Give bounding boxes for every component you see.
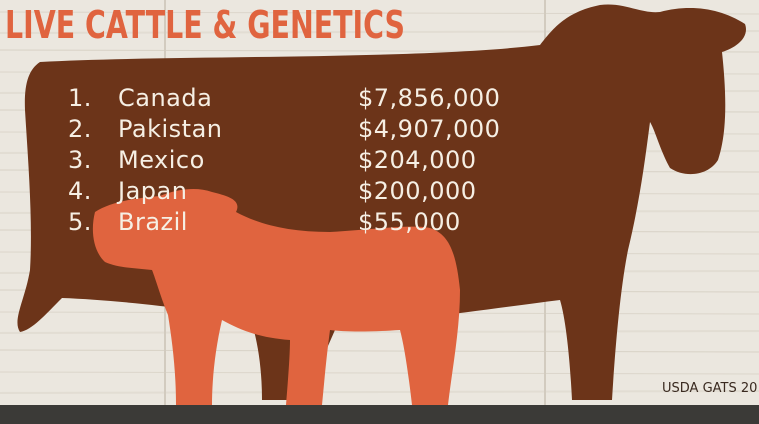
rank: 2. xyxy=(68,115,92,143)
export-value: $200,000 xyxy=(358,177,477,205)
rank: 4. xyxy=(68,177,92,205)
export-value: $204,000 xyxy=(358,146,477,174)
export-value: $7,856,000 xyxy=(358,84,500,112)
source-note: USDA GATS 20 xyxy=(662,381,757,396)
rank: 5. xyxy=(68,208,92,236)
country: Pakistan xyxy=(118,115,223,143)
country: Japan xyxy=(116,177,187,205)
rank: 1. xyxy=(68,84,92,112)
export-value: $55,000 xyxy=(358,208,461,236)
bottom-band xyxy=(0,405,759,424)
export-value: $4,907,000 xyxy=(358,115,500,143)
rank: 3. xyxy=(68,146,92,174)
country: Brazil xyxy=(118,208,188,236)
infographic: LIVE CATTLE & GENETICS USDA GATS 20 1. Ca… xyxy=(0,0,759,424)
country: Canada xyxy=(118,84,212,112)
page: LIVE CATTLE & GENETICS USDA GATS 20 1. Ca… xyxy=(0,0,759,424)
country: Mexico xyxy=(118,146,205,174)
title: LIVE CATTLE & GENETICS xyxy=(5,3,405,47)
